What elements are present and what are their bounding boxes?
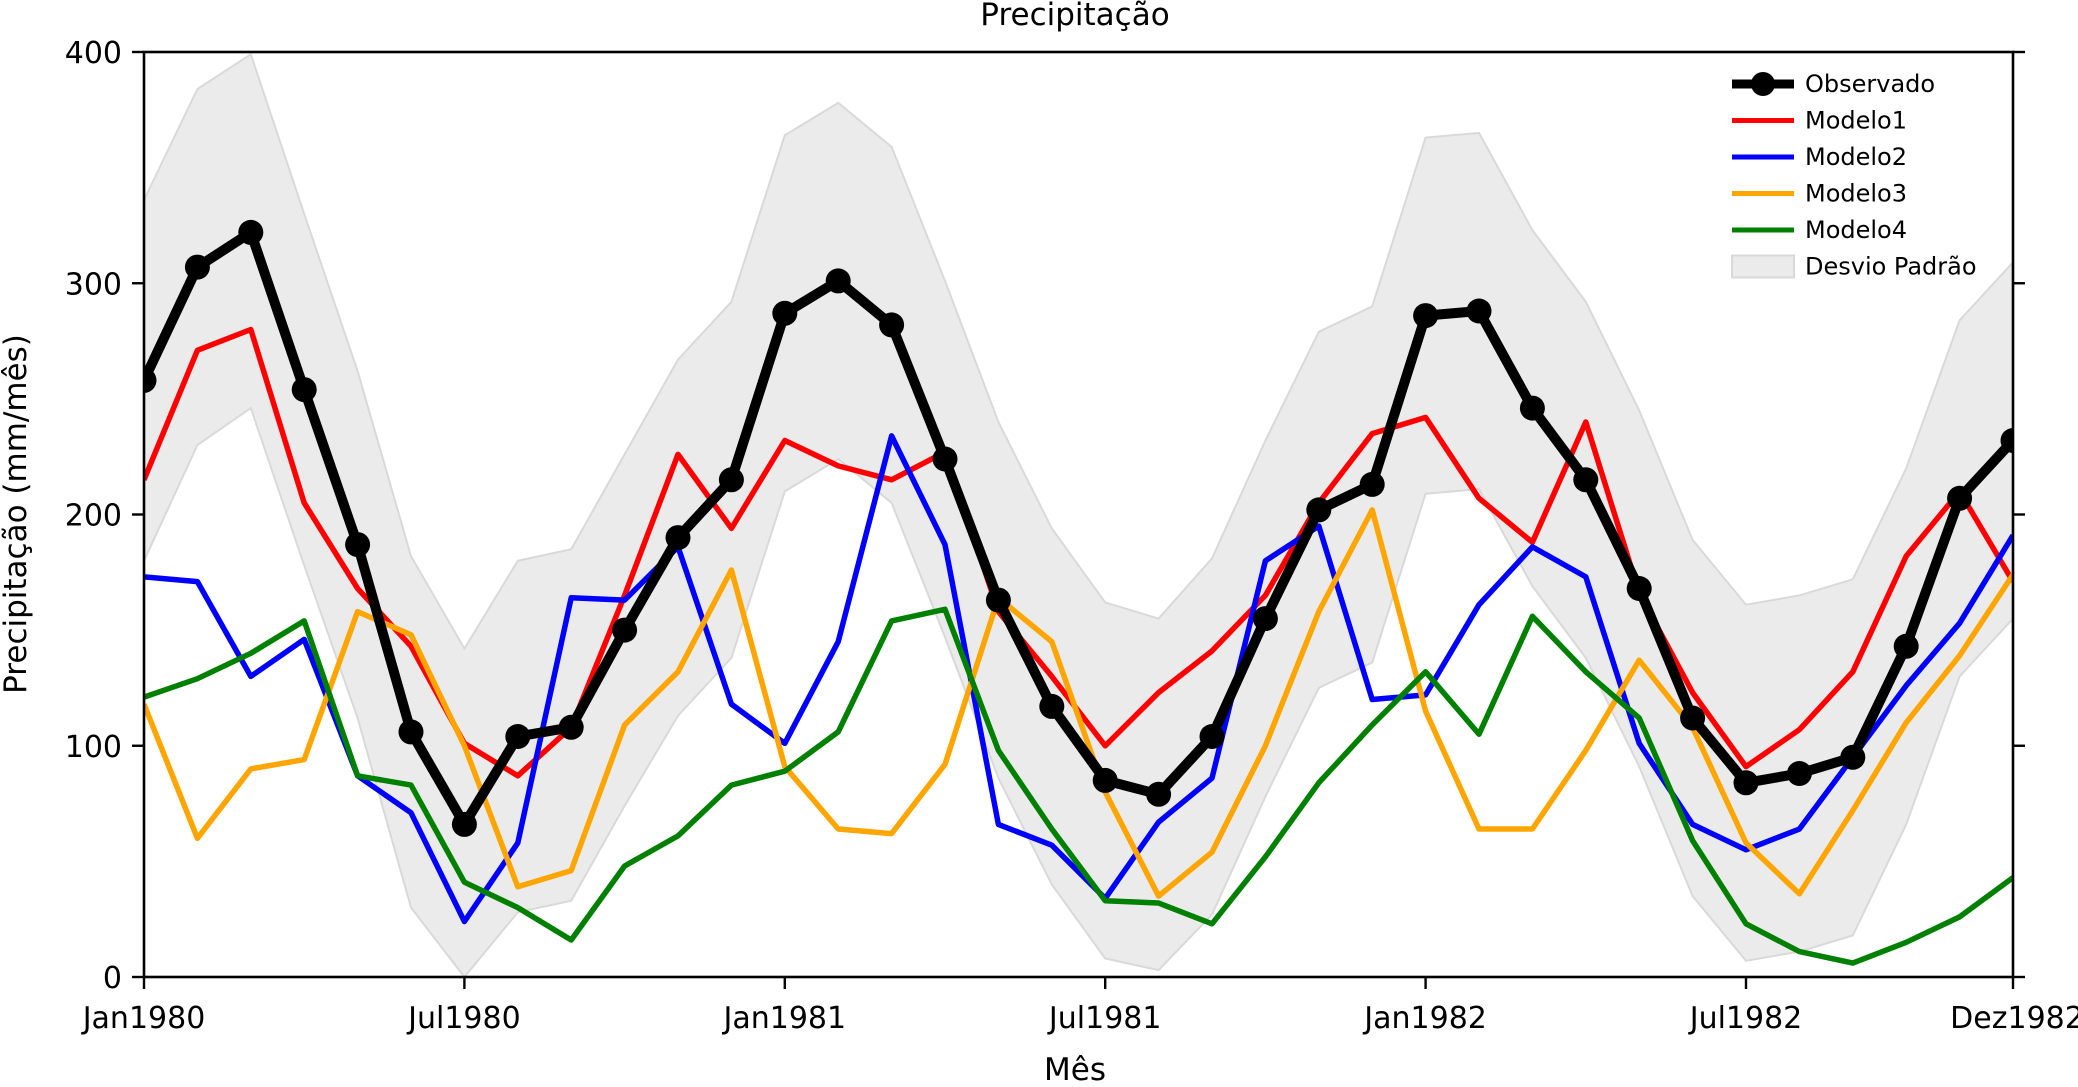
point-observado — [398, 719, 424, 745]
std-band-layer — [144, 52, 2013, 977]
point-observado — [558, 714, 584, 740]
point-observado — [1306, 497, 1332, 523]
x-tick-label: Jan1980 — [81, 1001, 206, 1036]
point-observado — [1413, 303, 1439, 329]
point-observado — [1786, 761, 1812, 786]
point-observado — [291, 377, 317, 403]
point-observado — [772, 300, 798, 326]
point-observado — [505, 724, 531, 749]
point-observado — [1947, 485, 1973, 511]
point-observado — [1893, 633, 1919, 659]
x-tick-label: Jul1981 — [1047, 1001, 1162, 1036]
y-tick-label: 200 — [65, 499, 122, 534]
series-line-modelo4 — [144, 606, 2013, 966]
point-observado — [1626, 576, 1652, 601]
series-line-modelo2 — [144, 433, 2013, 925]
legend-marker-observado — [1751, 72, 1775, 96]
point-observado — [144, 367, 157, 393]
legend-label-modelo4: Modelo4 — [1805, 216, 1907, 244]
y-tick-label: 300 — [65, 267, 122, 302]
point-observado — [1092, 767, 1118, 793]
legend-label-modelo1: Modelo1 — [1805, 107, 1907, 135]
x-axis-title: Mês — [1044, 1052, 1106, 1087]
point-observado — [1146, 781, 1172, 807]
series-line-modelo3 — [144, 507, 2013, 899]
legend-label-modelo2: Modelo2 — [1805, 143, 1907, 171]
series-line-observado — [144, 227, 2013, 830]
y-tick-label: 0 — [103, 961, 122, 996]
x-tick-label: Dez1982 — [1950, 1001, 2078, 1036]
point-observado — [825, 268, 851, 294]
legend: Observado Modelo1 Modelo2 Modelo3 Modelo4 Des… — [1731, 70, 1977, 281]
x-axis: Jan1980 Jul1980 Jan1981 Jul1981 Jan1982 Jul19… — [81, 977, 2078, 1036]
x-tick-label: Jul1980 — [406, 1001, 521, 1036]
point-observado — [879, 312, 905, 338]
y-axis-title: Precipitação (mm/mês) — [0, 334, 34, 694]
legend-label-modelo3: Modelo3 — [1805, 180, 1907, 208]
point-observado — [718, 467, 744, 493]
legend-label-band: Desvio Padrão — [1805, 253, 1977, 281]
point-observado — [451, 811, 477, 837]
x-tick-label: Jul1982 — [1688, 1001, 1803, 1036]
y-tick-label: 400 — [65, 36, 122, 71]
point-observado — [1680, 705, 1706, 731]
point-observado — [665, 525, 691, 551]
std-band — [144, 52, 2013, 977]
point-observado — [1359, 471, 1385, 497]
point-observado — [238, 219, 264, 245]
chart-title: Precipitação — [980, 0, 1169, 33]
point-observado — [1840, 744, 1866, 770]
point-observado — [2000, 428, 2013, 453]
series-layer — [144, 219, 2013, 966]
point-observado — [612, 617, 638, 643]
point-observado — [1039, 693, 1065, 719]
point-observado — [1466, 298, 1492, 324]
point-observado — [1519, 395, 1545, 421]
point-observado — [1573, 467, 1599, 493]
point-observado — [345, 532, 371, 558]
point-observado — [932, 446, 958, 472]
legend-label-observado: Observado — [1805, 70, 1935, 98]
x-tick-label: Jan1981 — [722, 1001, 847, 1036]
point-observado — [1733, 770, 1759, 796]
point-observado — [1199, 724, 1225, 749]
point-observado — [985, 587, 1011, 613]
y-axis: 0 100 200 300 400 — [65, 36, 2025, 996]
point-observado — [1252, 606, 1278, 632]
x-tick-label: Jan1982 — [1362, 1001, 1487, 1036]
legend-swatch-band — [1731, 254, 1795, 279]
y-tick-label: 100 — [65, 730, 122, 765]
point-observado — [184, 254, 210, 280]
